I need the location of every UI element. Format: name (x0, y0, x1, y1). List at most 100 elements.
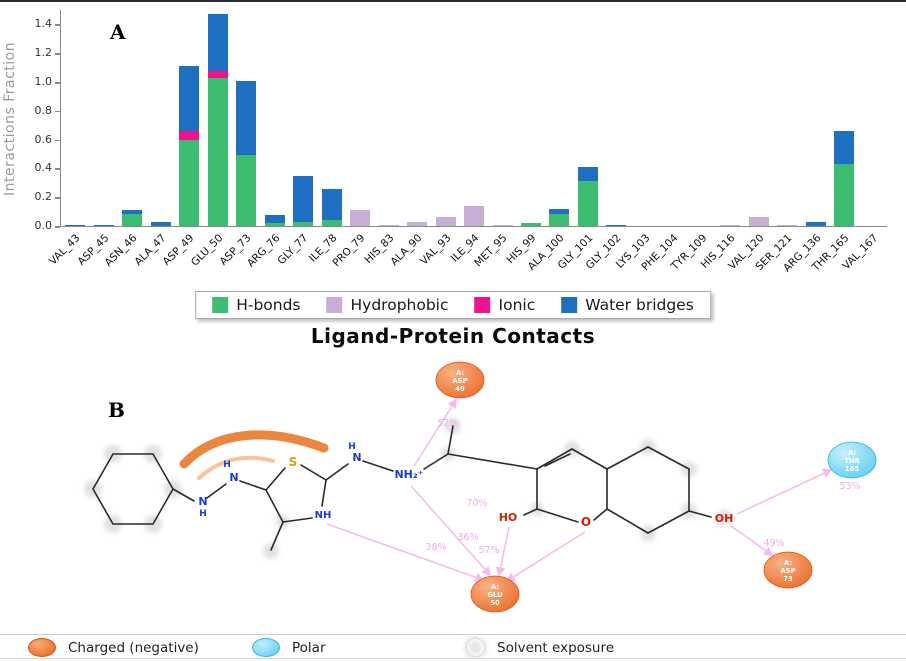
bar-ASN_46 (118, 10, 146, 226)
bar-ALA_47 (146, 10, 174, 226)
ring-oxygen-label: O (581, 515, 591, 529)
bar-segment-h-bonds (264, 223, 285, 226)
hydroxyl-oh-label: OH (715, 512, 734, 525)
residue-asp73: A: ASP 73 (763, 551, 813, 589)
pct-thr165: 53% (839, 481, 860, 492)
legend-item-water-bridges: Water bridges (561, 296, 694, 314)
arrow-oh-to-asp73 (730, 525, 774, 557)
legend-item-polar: Polar (252, 638, 326, 657)
y-tick-label: 0.2 (34, 190, 53, 204)
bar-LYS_103 (631, 10, 659, 226)
residue-number: 165 (845, 465, 859, 473)
ring-nh-label: NH (315, 510, 332, 521)
legend-swatch (474, 297, 491, 313)
amine-n2-label: N (229, 471, 238, 484)
amine-h2-label: H (223, 460, 231, 470)
bar-ALA_100 (545, 10, 573, 226)
bar-TYR_109 (688, 10, 716, 226)
diagram-legend: Charged (negative) Polar Solvent exposur… (0, 634, 906, 659)
bar-THR_165 (830, 10, 858, 226)
legend-label: Solvent exposure (497, 639, 615, 656)
bar-segment-water-bridges (122, 210, 143, 215)
bar-segment-water-bridges (93, 224, 114, 226)
charged-amine-label: NH₂⁺ (394, 468, 423, 481)
x-axis: VAL_43 ASP_45 ASN_46 ALA_47 ASP_49 GLU_50 ASP_… (0, 230, 906, 292)
bar-ILE_78 (317, 10, 345, 226)
residue-name: GLU (487, 591, 502, 599)
bar-segment-h-bonds (834, 164, 855, 226)
arrow-oh-to-thr165 (736, 468, 833, 515)
arrow-nplus-to-glu50 (410, 485, 492, 577)
bar-segment-water-bridges (65, 224, 86, 226)
residue-number: 49 (455, 385, 465, 393)
bar-segment-hydrophobic (720, 224, 741, 226)
bar-ILE_94 (460, 10, 488, 226)
y-tick-label: 0.4 (34, 161, 53, 175)
bar-segment-water-bridges (321, 188, 342, 221)
bar-segment-water-bridges (606, 224, 627, 226)
legend-swatch (326, 297, 343, 313)
legend-item-hydrophobic: Hydrophobic (326, 296, 449, 314)
bar-HIS_83 (374, 10, 402, 226)
bar-segment-h-bonds (293, 221, 314, 226)
pct-asp73: 49% (763, 538, 784, 549)
bar-VAL_120 (745, 10, 773, 226)
bar-ASP_73 (232, 10, 260, 226)
bar-segment-hydrophobic (777, 224, 798, 226)
hydrazone-n-label: N (352, 451, 361, 464)
legend-item-ionic: Ionic (474, 296, 536, 314)
y-tick-label: 1.0 (34, 75, 53, 88)
bar-segment-water-bridges (805, 221, 826, 226)
amine-n1-label: N (198, 495, 207, 508)
hydroxyl-ho-label: HO (499, 511, 518, 524)
bar-ALA_90 (403, 10, 431, 226)
bar-segment-water-bridges (150, 221, 171, 226)
bar-segment-ionic (207, 70, 228, 78)
y-tick-label: 0.6 (34, 132, 53, 146)
legend-item-solvent-exposure: Solvent exposure (466, 638, 614, 657)
bar-VAL_43 (61, 10, 89, 226)
residue-number: 50 (490, 599, 500, 607)
pct-glu50-nh: 38% (425, 542, 446, 553)
residue-chain: A: (848, 449, 856, 457)
y-tick-label: 0.0 (34, 219, 53, 232)
ligand-bonds (92, 425, 712, 551)
bar-GLU_50 (203, 10, 231, 226)
y-tick-mark (55, 197, 60, 199)
bar-segment-h-bonds (520, 223, 541, 226)
bar-ASP_49 (175, 10, 203, 226)
charged-negative-icon (28, 638, 56, 657)
interactions-chart: Interactions Fraction A 0.0 0.2 0.4 0.6 0.8 1… (0, 0, 906, 292)
bar-segment-h-bonds (549, 214, 570, 226)
legend-item-charged-negative: Charged (negative) (28, 638, 199, 657)
hydrazone-h-label: H (348, 442, 356, 452)
bar-segment-h-bonds (122, 214, 143, 226)
bar-segment-hydrophobic (407, 221, 428, 226)
legend-label: Water bridges (585, 296, 694, 314)
contact-arrows (326, 398, 833, 583)
legend-item-h-bonds: H-bonds (212, 296, 301, 314)
legend-label: Ionic (498, 296, 536, 314)
panel-a-label: A (110, 20, 126, 44)
solvent-exposure-halos (84, 418, 732, 559)
bar-GLY_77 (289, 10, 317, 226)
legend-label: H-bonds (236, 296, 301, 314)
bar-segment-hydrophobic (748, 217, 769, 226)
y-tick-mark (55, 226, 60, 228)
bar-segment-hydrophobic (378, 224, 399, 226)
atom-labels: N H H N S NH H N NH₂⁺ O HO OH (198, 442, 733, 529)
legend-label: Polar (292, 639, 326, 656)
bar-VAL_167 (859, 10, 887, 226)
ligand-interaction-diagram: 52% 70% 36% 38% 57% 53% 49% (84, 361, 877, 613)
bar-segment-ionic (179, 130, 200, 140)
bar-segment-h-bonds (236, 155, 257, 226)
pct-glu50-o: 57% (478, 545, 499, 556)
bar-ARG_136 (802, 10, 830, 226)
y-tick-label: 0.8 (34, 103, 53, 117)
y-tick-label: 1.4 (34, 17, 53, 31)
bar-segment-hydrophobic (350, 210, 371, 226)
amine-h1-label: H (199, 509, 207, 519)
y-tick-mark (55, 82, 60, 84)
bottom-strip (0, 658, 906, 661)
